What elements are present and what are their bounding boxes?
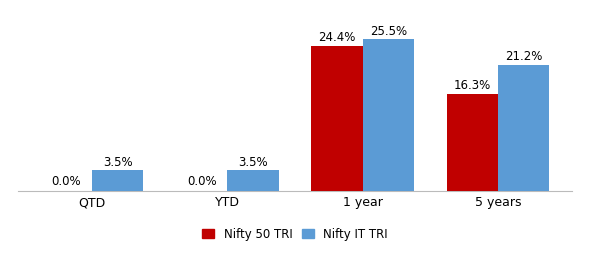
Text: 21.2%: 21.2% [505, 50, 542, 63]
Text: 0.0%: 0.0% [51, 175, 81, 188]
Bar [227, 170, 278, 191]
Bar [92, 170, 143, 191]
Text: 25.5%: 25.5% [370, 25, 407, 38]
Text: 24.4%: 24.4% [318, 31, 356, 44]
Text: 3.5%: 3.5% [238, 156, 268, 169]
Bar [312, 46, 363, 191]
Text: 3.5%: 3.5% [103, 156, 133, 169]
Text: 16.3%: 16.3% [454, 80, 491, 92]
Legend: Nifty 50 TRI, Nifty IT TRI: Nifty 50 TRI, Nifty IT TRI [202, 228, 388, 241]
Text: 0.0%: 0.0% [187, 175, 217, 188]
Bar [363, 39, 414, 191]
Bar [447, 94, 498, 191]
Bar [498, 65, 549, 191]
